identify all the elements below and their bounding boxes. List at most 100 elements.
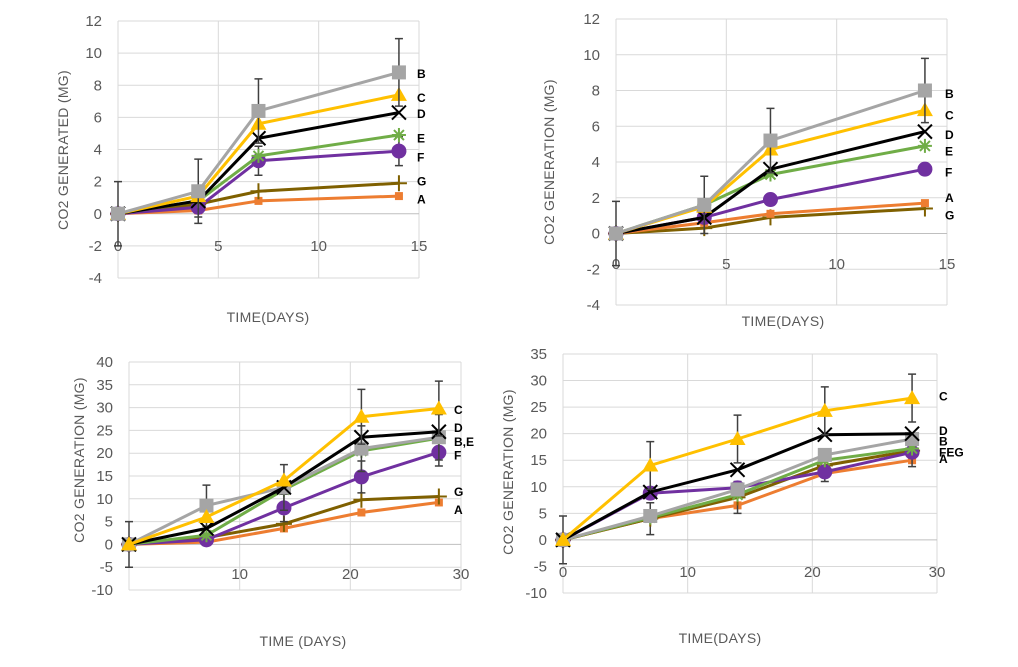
data-point-marker — [817, 447, 832, 462]
x-axis-title: TIME(DAYS) — [742, 313, 825, 329]
data-point-marker — [357, 508, 366, 517]
data-point-marker — [904, 390, 921, 405]
data-point-marker — [642, 484, 658, 500]
series-end-label: G — [454, 485, 463, 499]
y-tick-label: 2 — [94, 174, 102, 191]
y-tick-label: 4 — [94, 142, 102, 159]
data-point-marker — [905, 441, 920, 456]
series-B — [609, 57, 932, 267]
y-tick-label: 12 — [583, 11, 600, 28]
y-tick-label: -10 — [525, 585, 547, 602]
series-line — [117, 194, 399, 216]
series-C — [555, 373, 921, 546]
x-tick-label: 0 — [559, 564, 567, 581]
y-tick-label: -4 — [89, 270, 102, 287]
y-tick-label: 25 — [96, 422, 113, 439]
y-tick-label: 15 — [96, 468, 113, 485]
data-point-marker — [199, 498, 214, 513]
series-end-label: B,E — [454, 435, 474, 449]
data-point-marker — [643, 508, 658, 523]
y-tick-label: 0 — [539, 532, 547, 549]
y-axis-title: CO2 GENERATED (MG) — [55, 70, 71, 230]
data-point-marker — [766, 209, 775, 218]
series-line — [117, 70, 400, 216]
series-end-label: C — [454, 403, 463, 417]
series-line — [117, 93, 400, 216]
x-tick-label: 5 — [214, 238, 222, 255]
data-point-marker — [816, 402, 833, 417]
y-tick-label: -5 — [100, 559, 113, 576]
series-end-label: B — [939, 435, 948, 449]
series-line — [615, 130, 926, 235]
x-tick-label: 10 — [679, 564, 696, 581]
data-point-marker — [729, 462, 746, 478]
x-tick-label: 30 — [453, 566, 470, 583]
y-tick-label: 2 — [592, 190, 600, 207]
data-point-marker — [250, 183, 267, 200]
data-point-marker — [917, 123, 933, 140]
data-point-marker — [354, 441, 369, 456]
data-point-marker — [191, 184, 206, 199]
data-point-marker — [391, 65, 406, 80]
data-point-marker — [198, 509, 215, 524]
series-end-label: A — [945, 191, 954, 205]
series-line — [615, 201, 926, 235]
data-point-marker — [254, 196, 263, 205]
x-tick-label: 30 — [929, 564, 946, 581]
series-end-label: E — [417, 131, 425, 145]
data-point-marker — [917, 83, 932, 98]
data-point-marker — [390, 175, 407, 192]
y-axis-title: CO2 GENERATION (MG) — [500, 389, 516, 555]
data-point-marker — [121, 536, 137, 551]
data-point-marker — [198, 520, 215, 537]
series-end-label: F — [454, 448, 461, 462]
series-D — [608, 123, 933, 242]
y-tick-label: 6 — [94, 109, 102, 126]
series-end-label: A — [939, 452, 948, 466]
y-tick-label: 15 — [530, 452, 547, 469]
data-point-marker — [609, 226, 623, 241]
series-end-label: A — [417, 192, 426, 206]
y-tick-label: 5 — [539, 505, 547, 522]
series-line — [615, 89, 926, 235]
data-point-marker — [905, 431, 920, 446]
data-point-marker — [199, 528, 214, 543]
data-point-marker — [920, 199, 929, 208]
data-point-marker — [391, 128, 406, 143]
series-C — [121, 380, 447, 551]
series-end-label: A — [454, 503, 463, 517]
x-tick-label: 15 — [411, 238, 428, 255]
y-tick-label: 40 — [96, 354, 113, 371]
data-point-marker — [817, 464, 833, 480]
data-point-marker — [251, 103, 266, 118]
series-end-label: B — [945, 87, 954, 101]
series-end-label: F — [945, 166, 952, 180]
series-line — [615, 207, 925, 235]
data-point-marker — [729, 430, 746, 445]
series-B — [111, 37, 406, 247]
series-end-label: C — [939, 389, 948, 403]
data-point-marker — [111, 206, 125, 221]
y-tick-label: 20 — [96, 445, 113, 462]
data-point-marker — [251, 148, 266, 163]
x-tick-label: 10 — [310, 238, 327, 255]
y-tick-label: 8 — [94, 77, 102, 94]
y-tick-label: 25 — [530, 399, 547, 416]
series-line — [117, 149, 400, 216]
data-point-marker — [430, 400, 447, 415]
y-tick-label: 10 — [85, 45, 102, 62]
data-point-marker — [555, 531, 571, 546]
y-tick-label: 35 — [530, 346, 547, 363]
data-point-marker — [917, 161, 933, 177]
data-point-marker — [730, 482, 745, 497]
x-tick-label: 15 — [939, 256, 956, 273]
data-point-marker — [697, 197, 712, 212]
y-tick-label: -4 — [587, 297, 600, 314]
data-point-marker — [762, 192, 778, 208]
series-end-label: D — [939, 424, 948, 438]
series-end-label: C — [417, 91, 426, 105]
data-point-marker — [763, 133, 778, 148]
